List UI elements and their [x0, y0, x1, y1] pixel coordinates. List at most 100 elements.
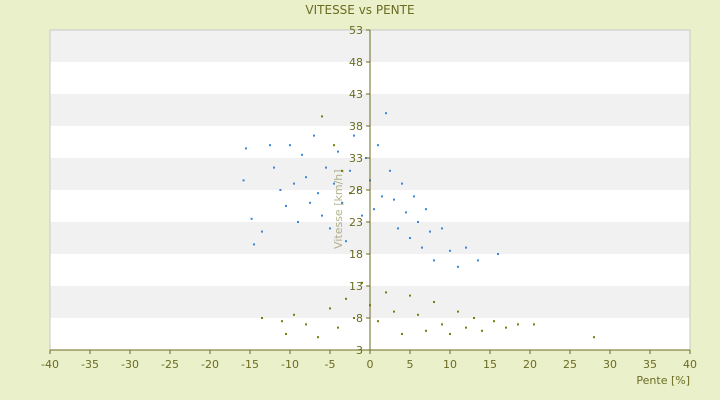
data-point — [357, 189, 359, 191]
x-tick-label: 0 — [367, 358, 374, 371]
chart-title: VITESSE vs PENTE — [305, 3, 414, 17]
data-point — [349, 192, 351, 195]
data-point — [321, 214, 323, 217]
data-point — [413, 195, 415, 198]
data-point — [381, 195, 383, 198]
x-tick-label: -5 — [325, 358, 336, 371]
x-tick-label: -30 — [121, 358, 139, 371]
data-point — [449, 249, 451, 252]
data-point — [505, 326, 507, 329]
data-point — [345, 240, 347, 243]
data-point — [341, 169, 343, 172]
x-tick-label: -20 — [201, 358, 219, 371]
y-tick-label: 48 — [349, 56, 363, 69]
data-point — [405, 211, 407, 214]
data-point — [279, 189, 282, 191]
data-point — [397, 227, 399, 230]
data-point — [297, 221, 299, 223]
data-point — [421, 246, 423, 249]
data-point — [337, 326, 339, 329]
x-tick-label: 40 — [683, 358, 697, 371]
x-tick-label: -10 — [281, 358, 299, 371]
data-point — [325, 166, 327, 169]
data-point — [433, 259, 435, 262]
x-tick-label: -35 — [81, 358, 99, 371]
data-point — [289, 144, 291, 147]
data-point — [429, 230, 431, 233]
data-point — [321, 115, 323, 118]
data-point — [285, 205, 287, 207]
data-point — [409, 294, 411, 297]
y-tick-label: 33 — [349, 152, 363, 165]
x-tick-label: 20 — [523, 358, 537, 371]
data-point — [361, 281, 363, 284]
data-point — [245, 147, 247, 150]
data-point — [273, 166, 275, 169]
x-tick-label: -40 — [41, 358, 59, 371]
x-tick-label: -15 — [241, 358, 259, 371]
data-point — [441, 227, 443, 230]
data-point — [333, 144, 335, 147]
data-point — [473, 317, 475, 319]
data-point — [377, 320, 379, 323]
data-point — [317, 192, 319, 195]
data-point — [385, 112, 387, 115]
data-point — [465, 326, 467, 329]
data-point — [425, 208, 427, 211]
data-point — [457, 310, 459, 313]
data-point — [457, 265, 459, 268]
y-tick-label: 13 — [349, 280, 363, 293]
data-point — [417, 221, 419, 223]
x-tick-label: 15 — [483, 358, 497, 371]
data-point — [441, 323, 443, 326]
x-tick-label: -25 — [161, 358, 179, 371]
data-point — [593, 336, 595, 339]
data-point — [337, 150, 339, 153]
data-point — [533, 323, 535, 326]
x-axis-ticks: -40 -35 -30 -25 -20 -15 -10 -5 0 5 10 15 20 25 30 35 40 — [41, 350, 697, 371]
data-point — [333, 182, 335, 185]
data-point — [493, 320, 495, 323]
x-tick-label: 30 — [603, 358, 617, 371]
data-point — [377, 144, 379, 147]
data-point — [261, 317, 263, 319]
data-point — [353, 317, 355, 319]
data-point — [313, 134, 315, 137]
data-point — [253, 243, 255, 246]
y-tick-label: 43 — [349, 88, 363, 101]
y-tick-label: 23 — [349, 216, 363, 229]
data-point — [305, 176, 307, 179]
y-tick-label: 53 — [349, 24, 363, 37]
data-point — [349, 169, 351, 172]
data-point — [329, 307, 331, 310]
data-point — [361, 214, 363, 217]
data-point — [281, 320, 283, 323]
data-point — [373, 208, 375, 211]
y-tick-label: 18 — [349, 248, 363, 261]
data-point — [401, 182, 403, 185]
data-point — [329, 227, 331, 230]
data-point — [425, 329, 427, 332]
data-point — [242, 179, 245, 182]
y-tick-label: 8 — [356, 312, 363, 325]
data-point — [465, 246, 467, 249]
data-point — [481, 329, 483, 332]
x-tick-label: 25 — [563, 358, 577, 371]
y-tick-label: 28 — [349, 184, 363, 197]
data-point — [517, 323, 519, 326]
data-point — [285, 333, 287, 335]
data-point — [449, 333, 451, 335]
data-point — [345, 297, 347, 300]
data-point — [393, 198, 395, 201]
data-point — [293, 313, 295, 316]
data-point — [401, 333, 403, 335]
data-point — [353, 134, 355, 137]
data-point — [250, 217, 253, 220]
data-point — [341, 201, 343, 204]
data-point — [293, 182, 295, 185]
data-point — [433, 301, 435, 303]
data-point — [393, 310, 395, 313]
data-point — [385, 291, 387, 294]
